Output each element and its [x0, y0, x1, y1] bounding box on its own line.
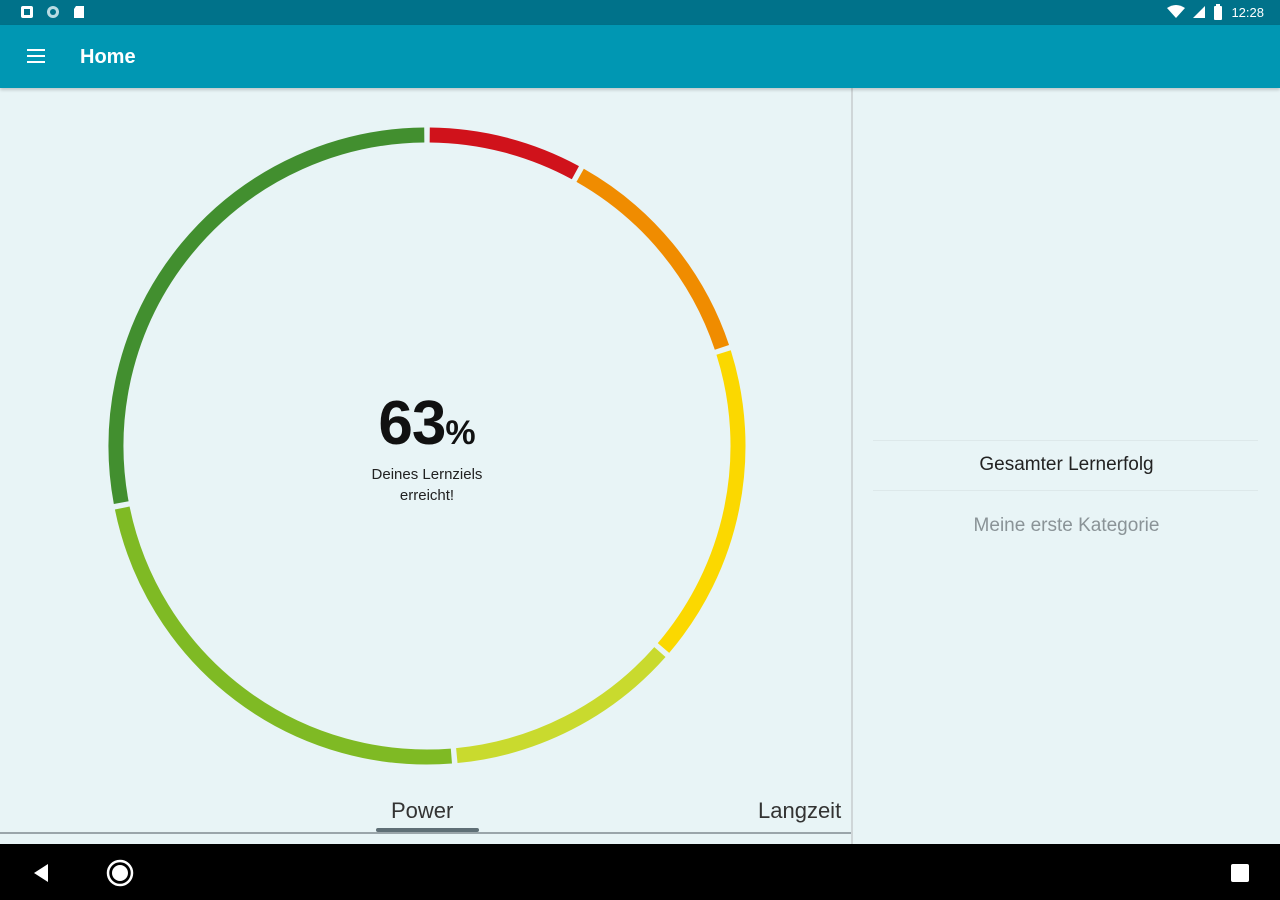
status-time: 12:28 [1231, 4, 1264, 20]
notification-icon [21, 6, 33, 18]
status-bar-left-icons [20, 5, 86, 19]
sync-icon [47, 6, 59, 18]
sd-card-icon [74, 6, 84, 18]
back-icon[interactable] [30, 862, 52, 884]
tab-langzeit[interactable]: Langzeit [758, 798, 842, 823]
recents-icon[interactable] [1230, 863, 1250, 883]
battery-icon [1214, 4, 1223, 20]
ring-segment-3 [657, 350, 746, 653]
active-tab-indicator [376, 828, 479, 832]
list-divider-middle [873, 490, 1258, 491]
progress-label: Deines Lernziels erreicht! [327, 464, 527, 506]
list-divider-top [873, 440, 1258, 441]
hamburger-menu-icon[interactable] [22, 43, 50, 71]
ring-segment-2 [576, 168, 730, 350]
ring-segment-5 [114, 506, 452, 765]
list-item-gesamter-lernerfolg[interactable]: Gesamter Lernerfolg [979, 454, 1154, 475]
system-nav-bar [0, 844, 1280, 900]
pane-divider [851, 88, 853, 844]
progress-percent-sign: % [445, 414, 476, 452]
progress-percent-value: 63 [378, 389, 446, 458]
status-bar: 12:28 [0, 0, 1280, 25]
app-bar: Home [0, 25, 1280, 88]
ring-segment-6 [108, 127, 425, 505]
progress-label-line2: erreicht! [399, 487, 455, 504]
progress-percent: 63% [327, 388, 527, 459]
progress-ring [108, 127, 746, 765]
wifi-icon [1167, 5, 1186, 18]
progress-pane: 63% Deines Lernziels erreicht! Power Lan… [0, 88, 851, 844]
list-item-meine-erste-kategorie[interactable]: Meine erste Kategorie [973, 515, 1160, 536]
page-title: Home [80, 46, 136, 68]
ring-segment-1 [429, 127, 579, 180]
tab-power[interactable]: Power [391, 798, 454, 823]
category-list: Gesamter Lernerfolg Meine erste Kategori… [853, 88, 1280, 844]
progress-label-line1: Deines Lernziels [371, 466, 483, 483]
status-bar-right-icons: 12:28 [1167, 4, 1264, 20]
ring-segment-4 [456, 647, 666, 764]
tab-bar-baseline [0, 832, 851, 834]
signal-icon [1193, 6, 1206, 18]
home-icon[interactable] [106, 859, 134, 887]
